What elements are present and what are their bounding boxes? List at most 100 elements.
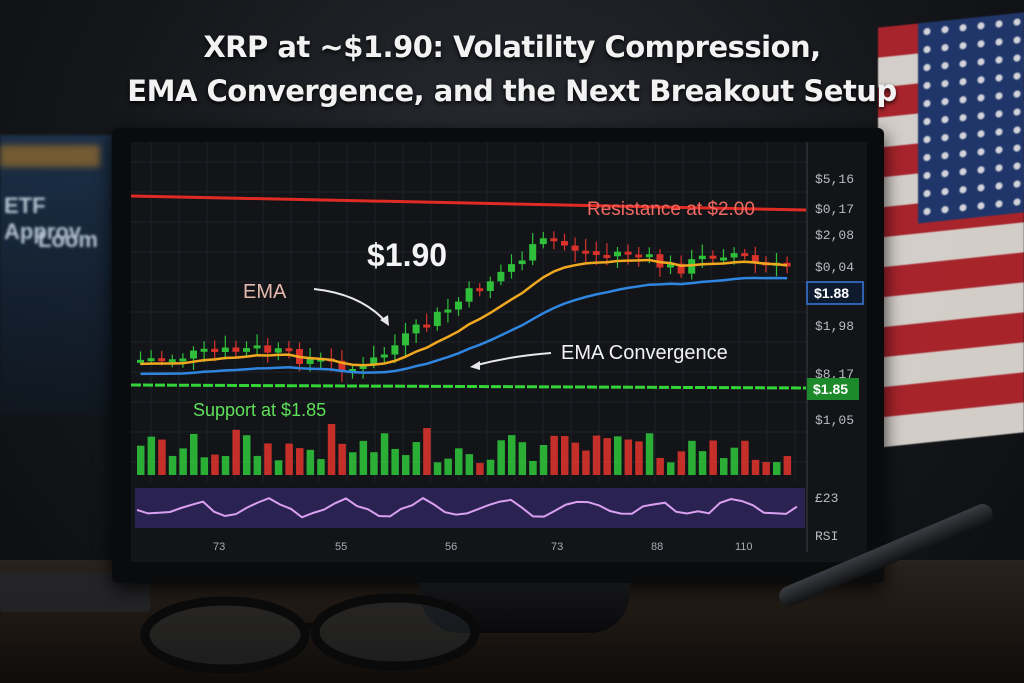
volume-bar [603,438,611,475]
candle-body [179,358,187,362]
candle-body [730,253,738,258]
candle-body [645,254,653,258]
ema-arrow [313,288,387,323]
candle-body [412,324,420,334]
candle-body [550,238,558,242]
candle-body [720,257,727,261]
x-label-5: 88 [651,541,663,553]
volume-bar [423,428,431,475]
support-label: Support at $1.85 [193,400,326,420]
volume-bar [773,462,781,475]
support-price-tag [807,378,859,400]
resistance-label: Resistance at $2.00 [587,199,755,220]
candle-body [667,263,674,268]
candle-body [137,359,144,363]
volume-bar [571,442,580,475]
volume-bar [253,455,262,475]
volume-bar [168,455,177,475]
ema-slow-line [140,276,788,376]
candle-body [190,350,197,359]
ema-fast-line [140,258,788,367]
x-label-6: 110 [735,541,753,553]
volume-bar [264,443,272,475]
ema-label: EMA [243,281,287,303]
volume-bar [412,442,421,475]
screen-glow [0,145,100,167]
resistance-line [131,194,807,212]
volume-bar [274,460,283,475]
volume-bars [137,423,792,475]
rsi-bottom-label: RSI [815,529,838,544]
volume-bar [645,433,654,475]
volume-bar [147,436,156,475]
volume-bar [720,458,728,475]
candle-body [433,311,441,327]
volume-bar [391,448,399,475]
headline-line-1: XRP at ~$1.90: Volatility Compression, [203,30,821,64]
rsi-band [135,488,805,528]
volume-bar [137,445,145,475]
volume-bar [741,440,749,475]
volume-bar [317,459,325,475]
candle-body [677,263,685,274]
ema-convergence-arrow [476,352,552,366]
volume-bar [614,436,622,475]
volume-bar [455,448,463,475]
candle-body [465,288,473,302]
volume-bar [667,462,675,475]
volume-bar [656,457,664,475]
candle-body [529,244,537,261]
candle-body [200,348,208,352]
candle-body [561,241,568,246]
candle-body [635,254,643,258]
volume-bar [476,462,484,475]
current-price-tag-text: $1.88 [814,285,849,301]
volume-bar [561,436,569,475]
candle-body [338,360,346,373]
volume-bar [402,455,410,475]
candle-body [253,345,261,349]
volume-bar [359,440,368,475]
y-label-2: $0,17 [815,202,854,217]
volume-bar [370,452,378,475]
candle-body [349,368,356,373]
volume-bar [380,433,389,475]
volume-bar [762,462,770,475]
volume-bar [285,443,293,475]
candle-body [391,345,399,355]
candle-body [380,354,388,358]
volume-bar [592,435,601,475]
volume-bar [444,458,452,475]
y-label-4: $0,04 [815,260,854,275]
rsi-line [136,496,798,519]
candle-body [158,358,166,362]
candle-body [741,253,749,257]
volume-bar [730,447,739,475]
chart-grid [131,142,807,482]
volume-bar [497,440,505,475]
x-label-4: 73 [551,541,563,553]
candle-body [232,347,240,352]
candle-body [264,345,272,353]
volume-bar [624,439,633,475]
volume-bar [698,451,707,475]
volume-bar [751,459,760,475]
volume-bar [433,462,442,475]
volume-bar [158,439,166,475]
volume-bar [529,460,537,475]
candle-body [508,264,515,272]
candle-body [592,251,600,255]
volume-bar [635,441,643,475]
volume-bar [338,443,346,475]
ema-convergence-label: EMA Convergence [561,342,728,364]
y-label-3: $2,08 [815,228,854,243]
volume-bar [243,435,251,475]
candle-body [698,255,706,260]
candle-body [582,250,590,254]
candle-body [455,301,462,310]
y-label-6: $1,98 [815,319,854,334]
background-screen-text-2: Loom [38,227,98,252]
volume-bar [306,449,315,475]
candle-body [571,245,579,251]
candle-body [147,358,155,362]
